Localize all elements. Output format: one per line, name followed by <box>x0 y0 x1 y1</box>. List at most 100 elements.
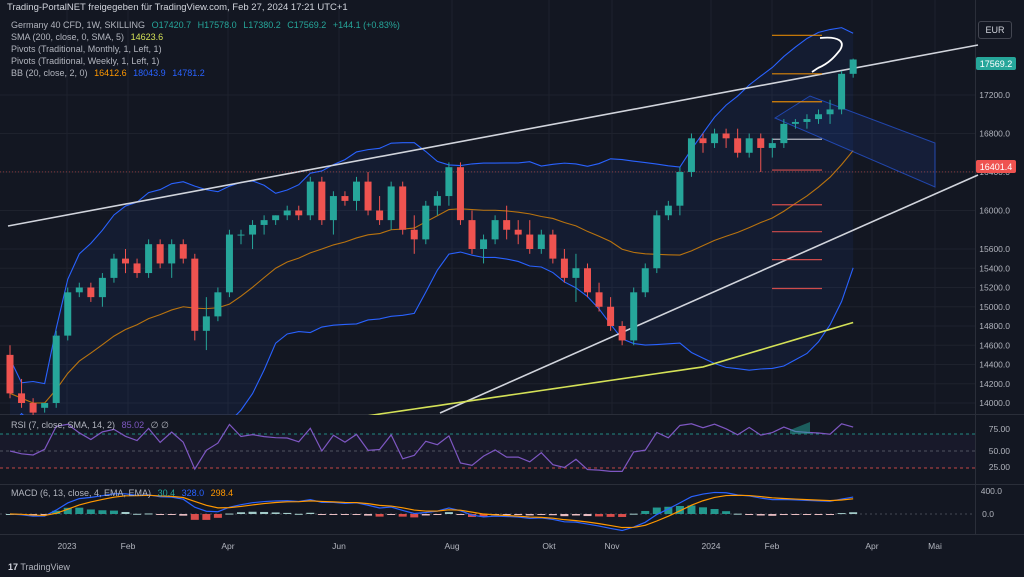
candle-body[interactable] <box>780 123 788 144</box>
candle-body[interactable] <box>630 292 638 341</box>
candle-body[interactable] <box>353 181 360 201</box>
macd-bar <box>63 507 72 514</box>
candle-body[interactable] <box>445 167 453 197</box>
candle-body[interactable] <box>641 268 649 293</box>
rsi-overbought-fill <box>790 422 810 434</box>
candle-body[interactable] <box>560 258 568 278</box>
candle-body[interactable] <box>6 354 14 394</box>
bb-legend[interactable]: BB (20, close, 2, 0) 16412.6 18043.9 147… <box>11 68 209 78</box>
candle-body[interactable] <box>272 215 280 221</box>
candle-body[interactable] <box>376 210 384 221</box>
pivots-weekly-legend[interactable]: Pivots (Traditional, Weekly, 1, Left, 1) <box>11 56 163 66</box>
candle-body[interactable] <box>145 244 153 274</box>
candle-body[interactable] <box>214 292 222 317</box>
macd-bar <box>687 505 696 514</box>
price-tick-label: 15200.0 <box>979 283 1010 293</box>
candle-body[interactable] <box>768 143 776 148</box>
candle-body[interactable] <box>676 172 684 206</box>
candle-body[interactable] <box>803 119 811 122</box>
candle-body[interactable] <box>699 138 707 144</box>
candle-body[interactable] <box>480 239 488 249</box>
macd-bar <box>826 514 835 515</box>
candle-body[interactable] <box>503 220 511 230</box>
candle-body[interactable] <box>607 306 615 326</box>
candle-body[interactable] <box>202 316 210 331</box>
currency-button[interactable]: EUR <box>978 21 1012 39</box>
candle-body[interactable] <box>745 138 753 153</box>
tradingview-logo[interactable]: 17 TradingView <box>8 562 70 572</box>
candle-body[interactable] <box>237 234 245 236</box>
candle-body[interactable] <box>549 234 557 259</box>
candle-body[interactable] <box>283 210 291 216</box>
candle-body[interactable] <box>225 234 233 293</box>
candle-body[interactable] <box>815 114 822 120</box>
candle-body[interactable] <box>98 277 106 298</box>
candle-body[interactable] <box>306 181 314 216</box>
sma-legend[interactable]: SMA (200, close, 0, SMA, 5) 14623.6 <box>11 32 167 42</box>
candle-body[interactable] <box>410 229 418 240</box>
rsi-pane[interactable] <box>0 415 975 484</box>
candle-body[interactable] <box>179 244 187 259</box>
rsi-legend[interactable]: RSI (7, close, SMA, 14, 2) 85.02 ∅ ∅ <box>11 420 173 431</box>
candle-body[interactable] <box>341 196 349 201</box>
candle-body[interactable] <box>514 229 522 235</box>
candle-body[interactable] <box>422 205 430 240</box>
candle-body[interactable] <box>318 181 326 221</box>
candle-body[interactable] <box>329 196 337 221</box>
candle-body[interactable] <box>168 244 176 264</box>
pivots-monthly-legend[interactable]: Pivots (Traditional, Monthly, 1, Left, 1… <box>11 44 166 54</box>
candle-body[interactable] <box>122 258 129 264</box>
drawn-annotation-arrow[interactable] <box>811 36 843 73</box>
candle-body[interactable] <box>826 109 834 115</box>
candle-body[interactable] <box>456 167 464 221</box>
candle-body[interactable] <box>433 196 441 206</box>
candle-body[interactable] <box>64 292 72 336</box>
candle-body[interactable] <box>191 258 199 331</box>
candle-body[interactable] <box>838 73 846 110</box>
candle-body[interactable] <box>572 268 580 278</box>
candle-body[interactable] <box>41 403 49 408</box>
macd-signal-line <box>9 494 854 529</box>
time-axis[interactable]: 2023 Feb Apr Jun Aug Okt Nov 2024 Feb Apr Mai <box>58 541 942 551</box>
macd-pane[interactable] <box>0 485 975 534</box>
candle-body[interactable] <box>87 287 95 298</box>
candle-body[interactable] <box>595 292 603 307</box>
candle-body[interactable] <box>468 220 476 249</box>
macd-bar <box>248 511 257 514</box>
candle-body[interactable] <box>491 220 499 240</box>
candle-body[interactable] <box>399 186 407 230</box>
candle-body[interactable] <box>537 234 545 249</box>
candle-body[interactable] <box>664 205 672 216</box>
candle-body[interactable] <box>387 186 395 221</box>
candle-body[interactable] <box>133 263 141 274</box>
candle-body[interactable] <box>18 393 26 403</box>
candle-body[interactable] <box>734 138 742 153</box>
candle-body[interactable] <box>687 138 695 172</box>
price-axis[interactable]: 17200.016800.016400.016000.015600.015400… <box>979 90 1010 408</box>
candle-body[interactable] <box>75 287 83 293</box>
candle-body[interactable] <box>110 258 118 278</box>
candle-body[interactable] <box>249 224 257 235</box>
lower-trendline[interactable] <box>439 174 979 414</box>
candle-body[interactable] <box>52 335 60 403</box>
candle-body[interactable] <box>295 210 303 216</box>
candle-body[interactable] <box>653 215 661 269</box>
candle-body[interactable] <box>29 403 37 413</box>
candle-body[interactable] <box>260 220 268 225</box>
macd-legend[interactable]: MACD (6, 13, close, 4, EMA, EMA) 30.4 32… <box>11 488 237 498</box>
candle-body[interactable] <box>156 244 164 264</box>
candle-body[interactable] <box>618 326 626 341</box>
instrument-legend[interactable]: Germany 40 CFD, 1W, SKILLING O17420.7 H1… <box>11 20 404 30</box>
candle-body[interactable] <box>757 138 765 148</box>
candle-body[interactable] <box>711 133 719 144</box>
candle-body[interactable] <box>364 181 372 211</box>
macd-bar <box>329 514 338 515</box>
candle-body[interactable] <box>722 133 730 139</box>
candle-body[interactable] <box>791 121 799 124</box>
candle-body[interactable] <box>849 59 857 74</box>
upper-trendline[interactable] <box>7 44 979 227</box>
candle-body[interactable] <box>584 268 591 293</box>
candlesticks[interactable] <box>6 58 857 418</box>
candle-body[interactable] <box>526 234 534 249</box>
